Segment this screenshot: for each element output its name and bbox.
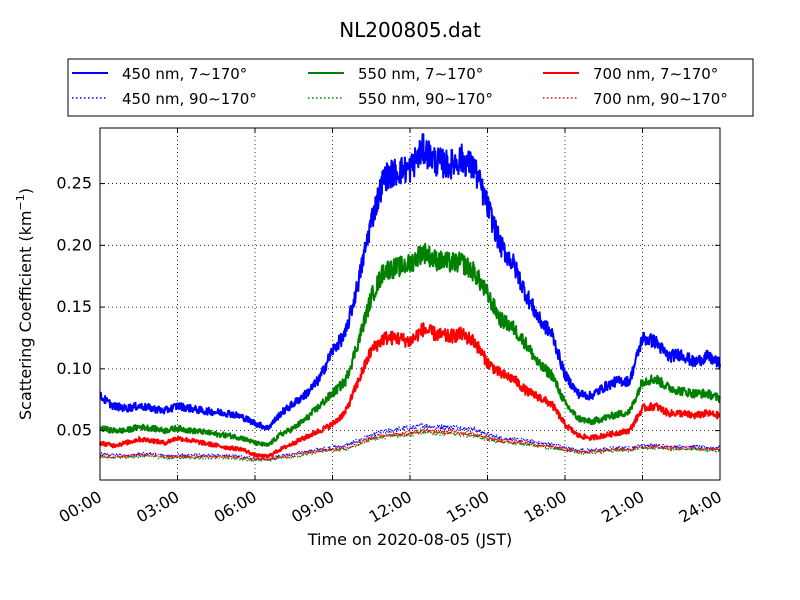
x-tick-label: 21:00 [598, 487, 647, 527]
chart-title: NL200805.dat [339, 18, 481, 42]
legend-label: 450 nm, 90∼170° [122, 90, 257, 108]
plot-area: 00:00 03:00 06:00 09:00 12:00 15:00 18:00 21:00… [56, 127, 725, 527]
series-line-700-nm-90-170- [99, 428, 721, 461]
x-tick-label: 12:00 [366, 487, 415, 527]
x-tick-label: 06:00 [211, 487, 260, 527]
series-line-550-nm-7-170- [99, 242, 721, 447]
legend-frame [67, 58, 754, 117]
x-tick-label: 18:00 [521, 487, 570, 527]
y-tick-label: 0.20 [56, 235, 92, 254]
x-tick-label: 00:00 [56, 487, 105, 527]
series-line-700-nm-7-170- [99, 322, 721, 459]
legend-label: 700 nm, 7∼170° [593, 65, 718, 83]
legend-label: 550 nm, 90∼170° [358, 90, 493, 108]
x-tick-label: 15:00 [443, 487, 492, 527]
legend-label: 550 nm, 7∼170° [358, 65, 483, 83]
series-layer [99, 133, 721, 462]
x-tick-label: 09:00 [288, 487, 337, 527]
legend-label: 700 nm, 90∼170° [593, 90, 728, 108]
y-tick-label: 0.15 [56, 297, 92, 316]
y-axis-label-close: ) [16, 188, 35, 194]
series-line-450-nm-7-170- [99, 133, 721, 431]
x-tick-label: 24:00 [676, 487, 725, 527]
series-line-450-nm-90-170- [99, 423, 721, 461]
series-line-550-nm-90-170- [99, 429, 721, 462]
y-axis-label-main: Scattering Coefficient (km [16, 210, 35, 420]
legend-label: 450 nm, 7∼170° [122, 65, 247, 83]
y-axis-label-sup: −1 [14, 194, 27, 210]
x-axis-label: Time on 2020-08-05 (JST) [307, 530, 512, 549]
y-tick-label: 0.05 [56, 421, 92, 440]
y-tick-label: 0.10 [56, 359, 92, 378]
y-axis-label: Scattering Coefficient (km−1) [14, 188, 35, 420]
x-tick-label: 03:00 [133, 487, 182, 527]
y-tick-label: 0.25 [56, 174, 92, 193]
legend: 450 nm, 7∼170° 550 nm, 7∼170° 700 nm, 7∼17… [67, 58, 754, 117]
